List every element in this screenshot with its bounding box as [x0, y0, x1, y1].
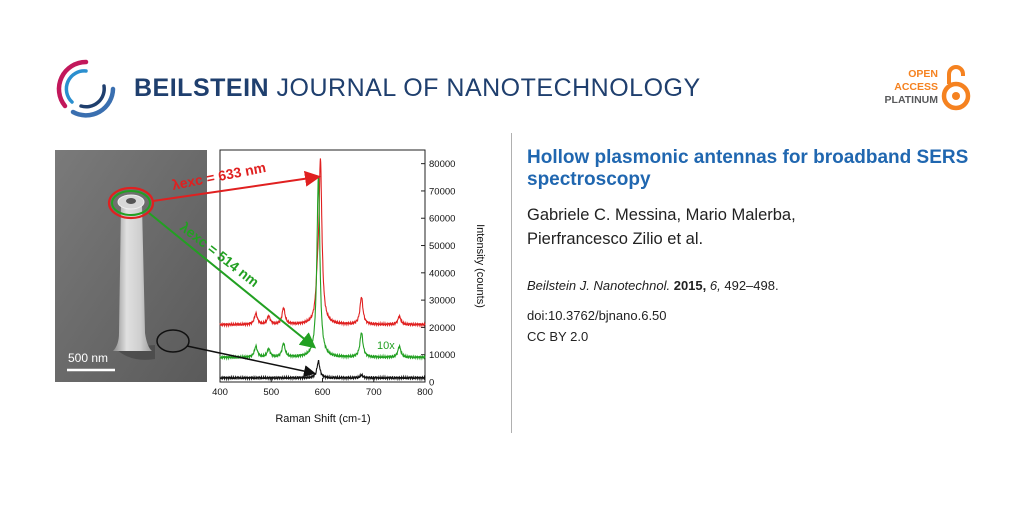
x-axis-label: Raman Shift (cm-1) [275, 413, 370, 425]
citation-volume: 6, [709, 278, 721, 293]
y-axis-ticks: 0 10000 20000 30000 40000 50000 60000 70000 8000… [421, 159, 455, 389]
journal-name-rest: JOURNAL OF NANOTECHNOLOGY [276, 74, 701, 102]
y-tick-label: 10000 [429, 350, 455, 361]
pillar [113, 205, 152, 351]
authors-line-1: Gabriele C. Messina, Mario Malerba, [527, 206, 796, 224]
spectrum-line-green [219, 176, 426, 361]
authors-line-2: Pierfrancesco Zilio et al. [527, 230, 704, 248]
ring-514 [111, 190, 151, 216]
arrow-514 [148, 212, 317, 349]
citation-year: 2015, [673, 278, 707, 293]
spectra [219, 158, 426, 382]
open-access-label: OPEN ACCESS PLATINUM [860, 68, 938, 107]
vertical-divider [511, 133, 512, 433]
y-tick-label: 70000 [429, 186, 455, 197]
spectrum-line-red [219, 158, 426, 328]
ring-substrate [156, 329, 190, 353]
x-tick-label: 400 [212, 387, 228, 398]
x-tick-label: 600 [315, 387, 331, 398]
x-axis-label-text: Raman Shift (cm-1) [275, 413, 370, 425]
y-tick-label: 40000 [429, 268, 455, 279]
open-access-lock-icon [941, 65, 971, 111]
license: CC BY 2.0 [527, 329, 589, 344]
scale-bar-label: 500 nm [68, 351, 108, 365]
article-figure: 500 nm 0 10000 20000 30000 40000 50000 60000 70… [55, 149, 486, 425]
pillar-hole [126, 198, 136, 204]
article-authors: Gabriele C. Messina, Mario Malerba, Pier… [527, 203, 987, 251]
x-tick-label: 700 [366, 387, 382, 398]
arrow-633 [152, 170, 321, 202]
platinum-label: PLATINUM [884, 94, 938, 106]
y-tick-label: 50000 [429, 241, 455, 252]
spectrum-line-black [219, 360, 426, 382]
access-label: ACCESS [894, 81, 938, 93]
y-axis-label: Intensity (counts) [474, 224, 486, 308]
ring-633 [107, 186, 155, 220]
article-title[interactable]: Hollow plasmonic antennas for broadband … [527, 147, 969, 190]
y-tick-label: 80000 [429, 159, 455, 170]
journal-name: BEILSTEIN JOURNAL OF NANOTECHNOLOGY [134, 74, 701, 103]
open-label: OPEN [908, 68, 938, 80]
beilstein-logo-icon [56, 59, 116, 118]
label-10x: 10x [377, 340, 395, 352]
y-tick-label: 20000 [429, 323, 455, 334]
doi-link[interactable]: doi:10.3762/bjnano.6.50 [527, 308, 667, 323]
citation: Beilstein J. Nanotechnol. 2015, 6, 492–4… [527, 278, 779, 293]
y-tick-label: 30000 [429, 296, 455, 307]
x-tick-label: 500 [263, 387, 279, 398]
x-tick-label: 800 [417, 387, 433, 398]
citation-pages: 492–498. [724, 278, 779, 293]
y-tick-label: 0 [429, 378, 434, 389]
x-axis-ticks: 400 500 600 700 800 [212, 378, 433, 398]
arrow-substrate [186, 345, 316, 377]
journal-name-bold: BEILSTEIN [134, 74, 270, 102]
journal-abbrev: Beilstein J. Nanotechnol. [527, 278, 671, 293]
y-tick-label: 60000 [429, 214, 455, 225]
